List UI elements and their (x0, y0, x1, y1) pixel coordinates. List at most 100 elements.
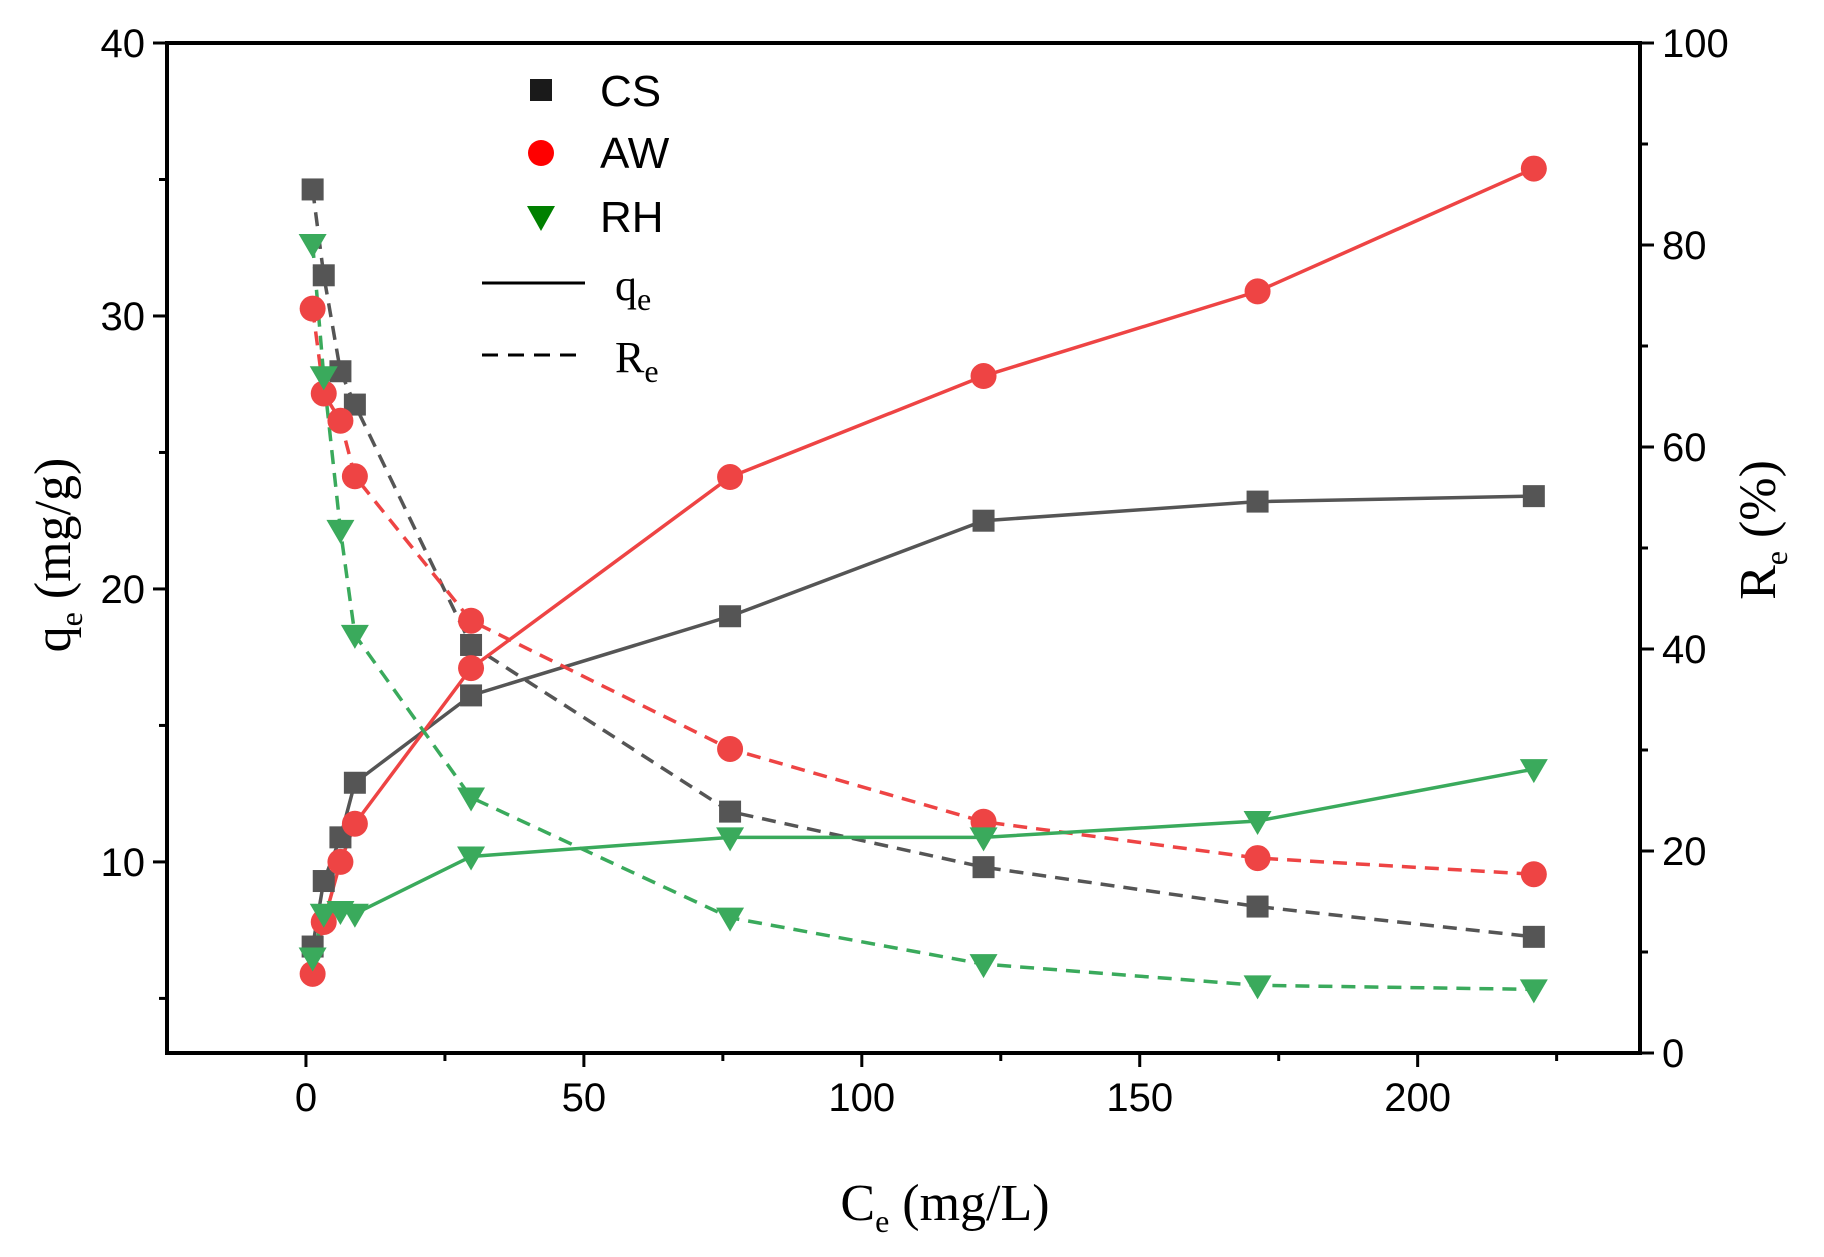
series-cs-re-point-7 (1246, 895, 1269, 918)
series-rh-qe-point-3 (340, 903, 369, 928)
series-rh-qe-point-7 (1243, 810, 1272, 835)
series-rh-re-point-2 (326, 519, 355, 544)
legend-label-rh: RH (600, 193, 664, 242)
y-right-axis-title: Re (%) (1730, 460, 1794, 600)
y-left-ticks: 10 20 30 40 (101, 22, 167, 1000)
legend-label-re-sub: e (644, 353, 658, 389)
y-left-axis-title-sub: e (53, 612, 89, 626)
series-rh-qe-point-6 (969, 827, 998, 852)
legend-label-qe-main: q (615, 261, 637, 310)
legend-label-aw: AW (600, 129, 670, 178)
series-cs-qe-point-8 (1522, 485, 1545, 508)
series-cs-re-point-6 (972, 856, 995, 879)
legend-label-cs: CS (600, 67, 661, 116)
series-cs-re-point-0 (301, 178, 324, 201)
series-aw-re-point-0 (299, 295, 326, 322)
legend-label-qe-sub: e (637, 281, 651, 317)
legend-marker-cs (530, 79, 552, 101)
series-aw-qe-point-7 (1244, 278, 1271, 305)
y-left-tick-label-20: 20 (101, 568, 146, 612)
x-tick-label-50: 50 (562, 1076, 607, 1120)
series-aw-qe-point-5 (717, 464, 744, 491)
series-cs-re-point-2 (329, 360, 352, 383)
series-rh-qe-point-4 (457, 846, 486, 871)
series-aw-qe-point-2 (327, 848, 354, 875)
series-cs-qe-line (310, 494, 1534, 947)
y-right-axis-title-unit: (%) (1730, 460, 1787, 551)
series-cs-re-point-3 (343, 393, 366, 416)
x-ticks: 0 50 100 150 200 (295, 1053, 1559, 1120)
legend-marker-rh (527, 206, 555, 231)
y-left-tick-label-40: 40 (101, 22, 146, 66)
y-right-tick-label-20: 20 (1662, 830, 1707, 874)
series-cs-re-point-5 (719, 800, 742, 823)
series-rh-re-point-5 (716, 907, 745, 932)
series-aw-qe-point-0 (299, 960, 326, 987)
legend-marker-aw (528, 140, 554, 166)
series-aw-re-line (310, 308, 1534, 876)
plot-markers (298, 155, 1548, 1004)
series-cs-re-point-1 (312, 264, 335, 287)
series-cs-re-point-8 (1522, 925, 1545, 948)
series-aw-qe-point-4 (458, 655, 485, 682)
y-left-axis-title-unit: (mg/g) (25, 458, 82, 613)
x-tick-label-200: 200 (1384, 1076, 1451, 1120)
y-right-tick-label-0: 0 (1662, 1032, 1684, 1076)
series-rh-qe-point-0 (298, 947, 327, 972)
series-cs-qe-point-7 (1246, 490, 1269, 513)
series-rh-qe-point-1 (309, 903, 338, 928)
legend-label-re: Re (615, 333, 659, 389)
series-cs-re-line (310, 189, 1535, 939)
plot-lines (310, 166, 1535, 992)
series-aw-re-point-8 (1520, 861, 1547, 888)
x-axis-title-main: C (840, 1175, 875, 1232)
y-left-tick-label-10: 10 (101, 841, 146, 885)
x-tick-label-150: 150 (1106, 1076, 1173, 1120)
series-aw-re-point-1 (310, 380, 337, 407)
series-rh-re-point-6 (969, 954, 998, 979)
series-cs-re-point-4 (460, 633, 483, 656)
y-right-tick-label-100: 100 (1662, 22, 1729, 66)
x-tick-label-100: 100 (828, 1076, 895, 1120)
series-cs-qe-point-6 (972, 509, 995, 532)
y-left-tick-label-30: 30 (101, 295, 146, 339)
plot-frame (165, 41, 1642, 1055)
series-aw-re-point-3 (341, 463, 368, 490)
y-right-axis-title-sub: e (1758, 551, 1794, 565)
series-rh-qe-point-5 (716, 827, 745, 852)
series-rh-re-point-8 (1519, 979, 1548, 1004)
y-right-tick-label-40: 40 (1662, 628, 1707, 672)
legend: CS AW RH qe Re (482, 67, 670, 389)
series-rh-re-point-4 (457, 787, 486, 812)
series-aw-qe-point-3 (341, 810, 368, 837)
series-rh-re-point-7 (1243, 975, 1272, 1000)
series-rh-qe-line (310, 767, 1535, 958)
series-aw-re-point-7 (1244, 845, 1271, 872)
series-cs-qe-point-5 (719, 605, 742, 628)
y-right-ticks: 0 20 40 60 80 100 (1640, 22, 1729, 1076)
x-axis-title-unit: (mg/L) (889, 1175, 1049, 1232)
series-rh-re-point-1 (309, 366, 338, 391)
x-axis-title: Ce (mg/L) (840, 1175, 1049, 1239)
y-left-axis-title-main: q (25, 626, 82, 652)
legend-label-qe: qe (615, 261, 651, 317)
x-tick-label-0: 0 (295, 1076, 317, 1120)
series-aw-re-point-4 (458, 607, 485, 634)
series-aw-qe-point-6 (970, 363, 997, 390)
y-right-tick-label-80: 80 (1662, 224, 1707, 268)
y-right-tick-label-60: 60 (1662, 426, 1707, 470)
series-aw-qe-point-8 (1520, 155, 1547, 182)
series-rh-qe-point-8 (1519, 759, 1548, 784)
x-axis-title-sub: e (875, 1203, 889, 1239)
series-rh-re-point-0 (298, 233, 327, 258)
series-aw-re-point-5 (717, 735, 744, 762)
y-left-axis-title: qe (mg/g) (25, 458, 89, 653)
series-aw-re-point-2 (327, 407, 354, 434)
series-cs-qe-point-3 (343, 771, 366, 794)
legend-label-re-main: R (615, 333, 645, 382)
series-cs-qe-point-1 (312, 870, 335, 893)
series-cs-qe-point-4 (460, 684, 483, 707)
y-right-axis-title-main: R (1730, 565, 1787, 600)
series-rh-re-point-3 (340, 624, 369, 649)
